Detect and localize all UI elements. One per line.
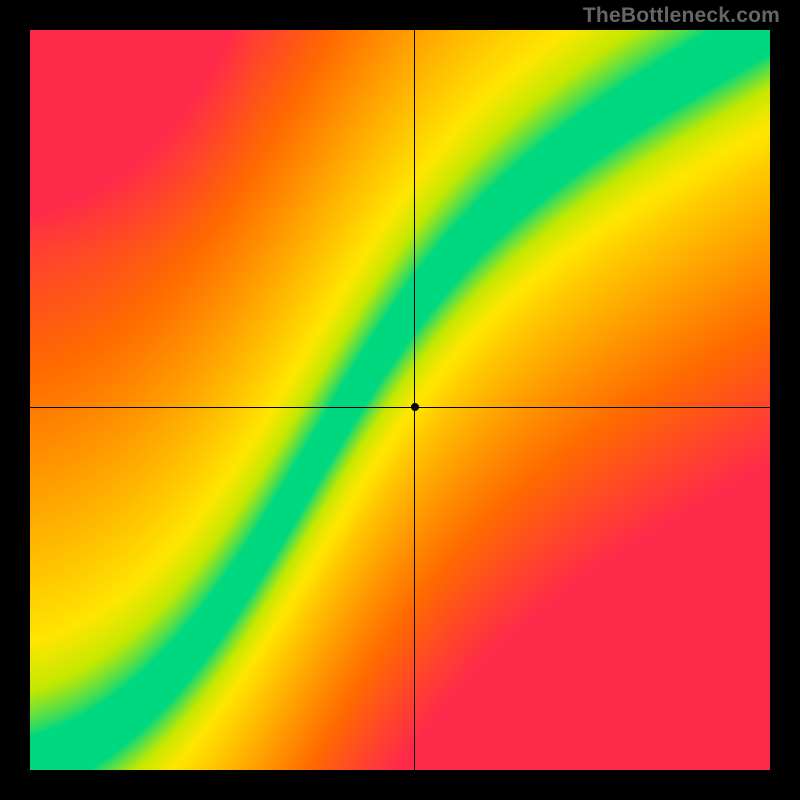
bottleneck-heatmap (30, 30, 770, 770)
watermark-text: TheBottleneck.com (583, 4, 780, 28)
heatmap-canvas (30, 30, 770, 770)
chart-frame: TheBottleneck.com (0, 0, 800, 800)
